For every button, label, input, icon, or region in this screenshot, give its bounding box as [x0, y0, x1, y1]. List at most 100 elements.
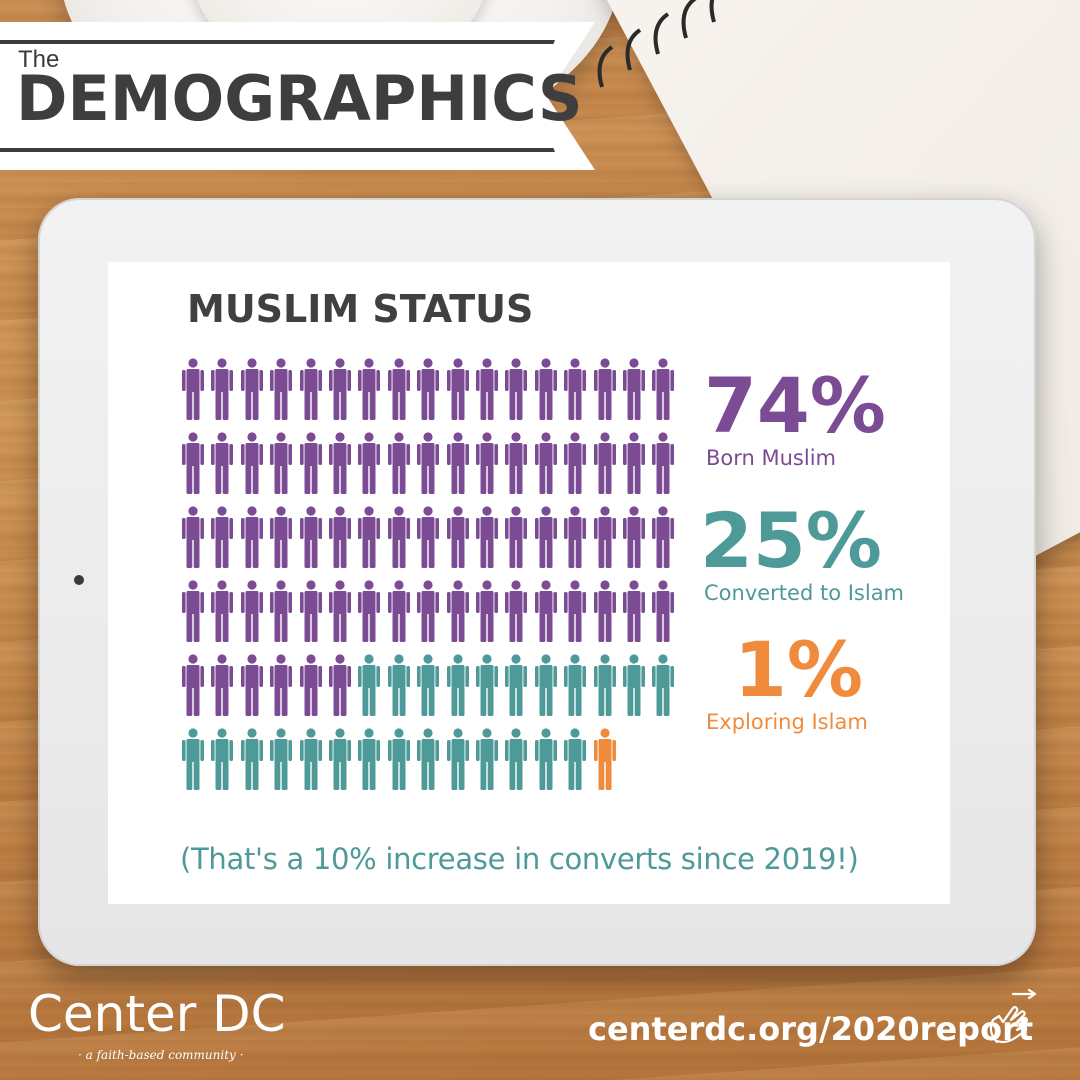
banner — [0, 40, 555, 152]
person-icon — [505, 432, 528, 494]
person-icon — [358, 432, 381, 494]
person-icon — [476, 654, 498, 716]
person-icon — [652, 506, 675, 568]
person-icon — [505, 728, 528, 790]
person-icon — [505, 580, 528, 642]
person-icon — [387, 506, 410, 568]
person-icon — [505, 506, 528, 568]
camera-dot — [74, 575, 84, 585]
person-icon — [270, 358, 293, 420]
person-icon — [211, 506, 234, 568]
person-icon — [652, 654, 675, 716]
person-icon — [387, 580, 410, 642]
banner-pre-title: The — [18, 46, 60, 73]
person-icon — [211, 432, 234, 494]
person-icon — [564, 506, 587, 568]
person-icon — [534, 432, 557, 494]
person-icon — [534, 358, 557, 420]
person-icon — [623, 432, 645, 494]
stat-converted: 25% Converted to Islam — [700, 496, 905, 606]
person-icon — [417, 432, 440, 494]
person-icon — [593, 358, 616, 420]
person-icon — [329, 654, 351, 716]
person-icon — [446, 728, 469, 790]
center-dc-logo: Center DC — [28, 985, 286, 1043]
stat-born-muslim: 74% Born Muslim — [704, 361, 886, 471]
stat-percent: 1% — [734, 625, 864, 714]
person-icon — [417, 358, 440, 420]
person-icon — [505, 654, 528, 716]
person-icon — [593, 432, 616, 494]
person-icon — [593, 506, 616, 568]
chart-footnote: (That's a 10% increase in converts since… — [180, 842, 859, 876]
person-icon — [299, 654, 322, 716]
person-icon — [211, 580, 234, 642]
person-icon — [299, 506, 322, 568]
person-icon — [329, 580, 351, 642]
person-icon — [387, 728, 410, 790]
person-icon — [387, 432, 410, 494]
stat-exploring: 1% Exploring Islam — [706, 625, 868, 735]
stat-percent: 74% — [704, 361, 886, 450]
person-icon — [358, 654, 381, 716]
person-icon — [299, 580, 322, 642]
person-icon — [593, 654, 616, 716]
stat-percent: 25% — [700, 496, 882, 585]
person-icon — [211, 358, 234, 420]
person-icon — [446, 506, 469, 568]
person-icon — [387, 358, 410, 420]
person-icon — [534, 580, 557, 642]
person-icon — [652, 580, 675, 642]
stat-label: Born Muslim — [706, 446, 836, 470]
person-icon — [240, 580, 263, 642]
person-icon — [240, 654, 263, 716]
person-icon — [270, 432, 293, 494]
person-icon — [534, 728, 557, 790]
person-icon — [446, 654, 469, 716]
person-icon — [476, 358, 498, 420]
person-icon — [417, 654, 440, 716]
person-icon — [329, 432, 351, 494]
person-icon — [564, 432, 587, 494]
person-icon — [534, 506, 557, 568]
person-icon — [182, 432, 204, 494]
person-icon — [652, 358, 675, 420]
stat-label: Exploring Islam — [706, 710, 868, 734]
person-icon — [417, 506, 440, 568]
person-icon — [564, 654, 587, 716]
person-icon — [652, 432, 675, 494]
person-icon — [593, 728, 616, 790]
person-icon — [358, 358, 381, 420]
person-icon — [446, 358, 469, 420]
pointing-hand-icon — [989, 988, 1037, 1044]
person-icon — [270, 654, 293, 716]
stat-label: Converted to Islam — [704, 581, 905, 605]
person-icon — [476, 506, 498, 568]
person-icon — [476, 728, 498, 790]
person-icon — [329, 506, 351, 568]
person-icon — [211, 728, 234, 790]
person-icon — [182, 728, 204, 790]
person-icon — [564, 580, 587, 642]
person-icon — [240, 728, 263, 790]
logo-tagline: · a faith-based community · — [78, 1048, 244, 1062]
person-icon — [446, 580, 469, 642]
person-icon — [623, 654, 645, 716]
person-icon — [329, 358, 351, 420]
person-icon — [182, 580, 204, 642]
person-icon — [564, 728, 587, 790]
person-icon — [270, 506, 293, 568]
banner-title: DEMOGRAPHICS — [16, 62, 583, 135]
person-icon — [240, 506, 263, 568]
person-icon — [240, 432, 263, 494]
person-icon — [182, 358, 204, 420]
person-icon — [387, 654, 410, 716]
person-icon — [240, 358, 263, 420]
person-icon — [534, 654, 557, 716]
report-url[interactable]: centerdc.org/2020report — [588, 1010, 1034, 1048]
person-icon — [417, 580, 440, 642]
person-icon — [358, 728, 381, 790]
person-icon — [476, 580, 498, 642]
person-icon — [182, 506, 204, 568]
person-icon — [299, 358, 322, 420]
